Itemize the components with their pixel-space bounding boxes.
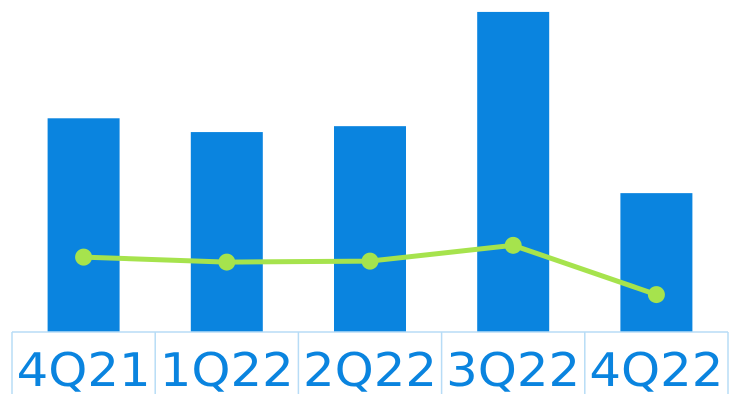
line-point-2q22 xyxy=(361,252,379,270)
bar-series xyxy=(47,11,693,333)
bar-4q21 xyxy=(47,118,120,333)
bar-3q22 xyxy=(477,11,550,332)
x-tick-label: 4Q22 xyxy=(589,343,723,394)
x-axis xyxy=(11,331,729,394)
line-point-1q22 xyxy=(218,253,236,271)
x-tick-label: 3Q22 xyxy=(446,343,580,394)
line-point-4q21 xyxy=(75,248,93,266)
x-tick-label: 4Q21 xyxy=(17,343,151,394)
x-tick-labels: 4Q21 1Q22 2Q22 3Q22 4Q22 xyxy=(17,343,724,394)
bar-4q22 xyxy=(620,193,693,332)
x-tick-label: 1Q22 xyxy=(160,343,294,394)
x-tick-label: 2Q22 xyxy=(303,343,437,394)
line-point-4q22 xyxy=(647,286,665,304)
line-point-3q22 xyxy=(504,236,522,254)
bar-1q22 xyxy=(190,132,263,332)
bar-2q22 xyxy=(334,126,406,333)
line-series xyxy=(75,236,665,304)
